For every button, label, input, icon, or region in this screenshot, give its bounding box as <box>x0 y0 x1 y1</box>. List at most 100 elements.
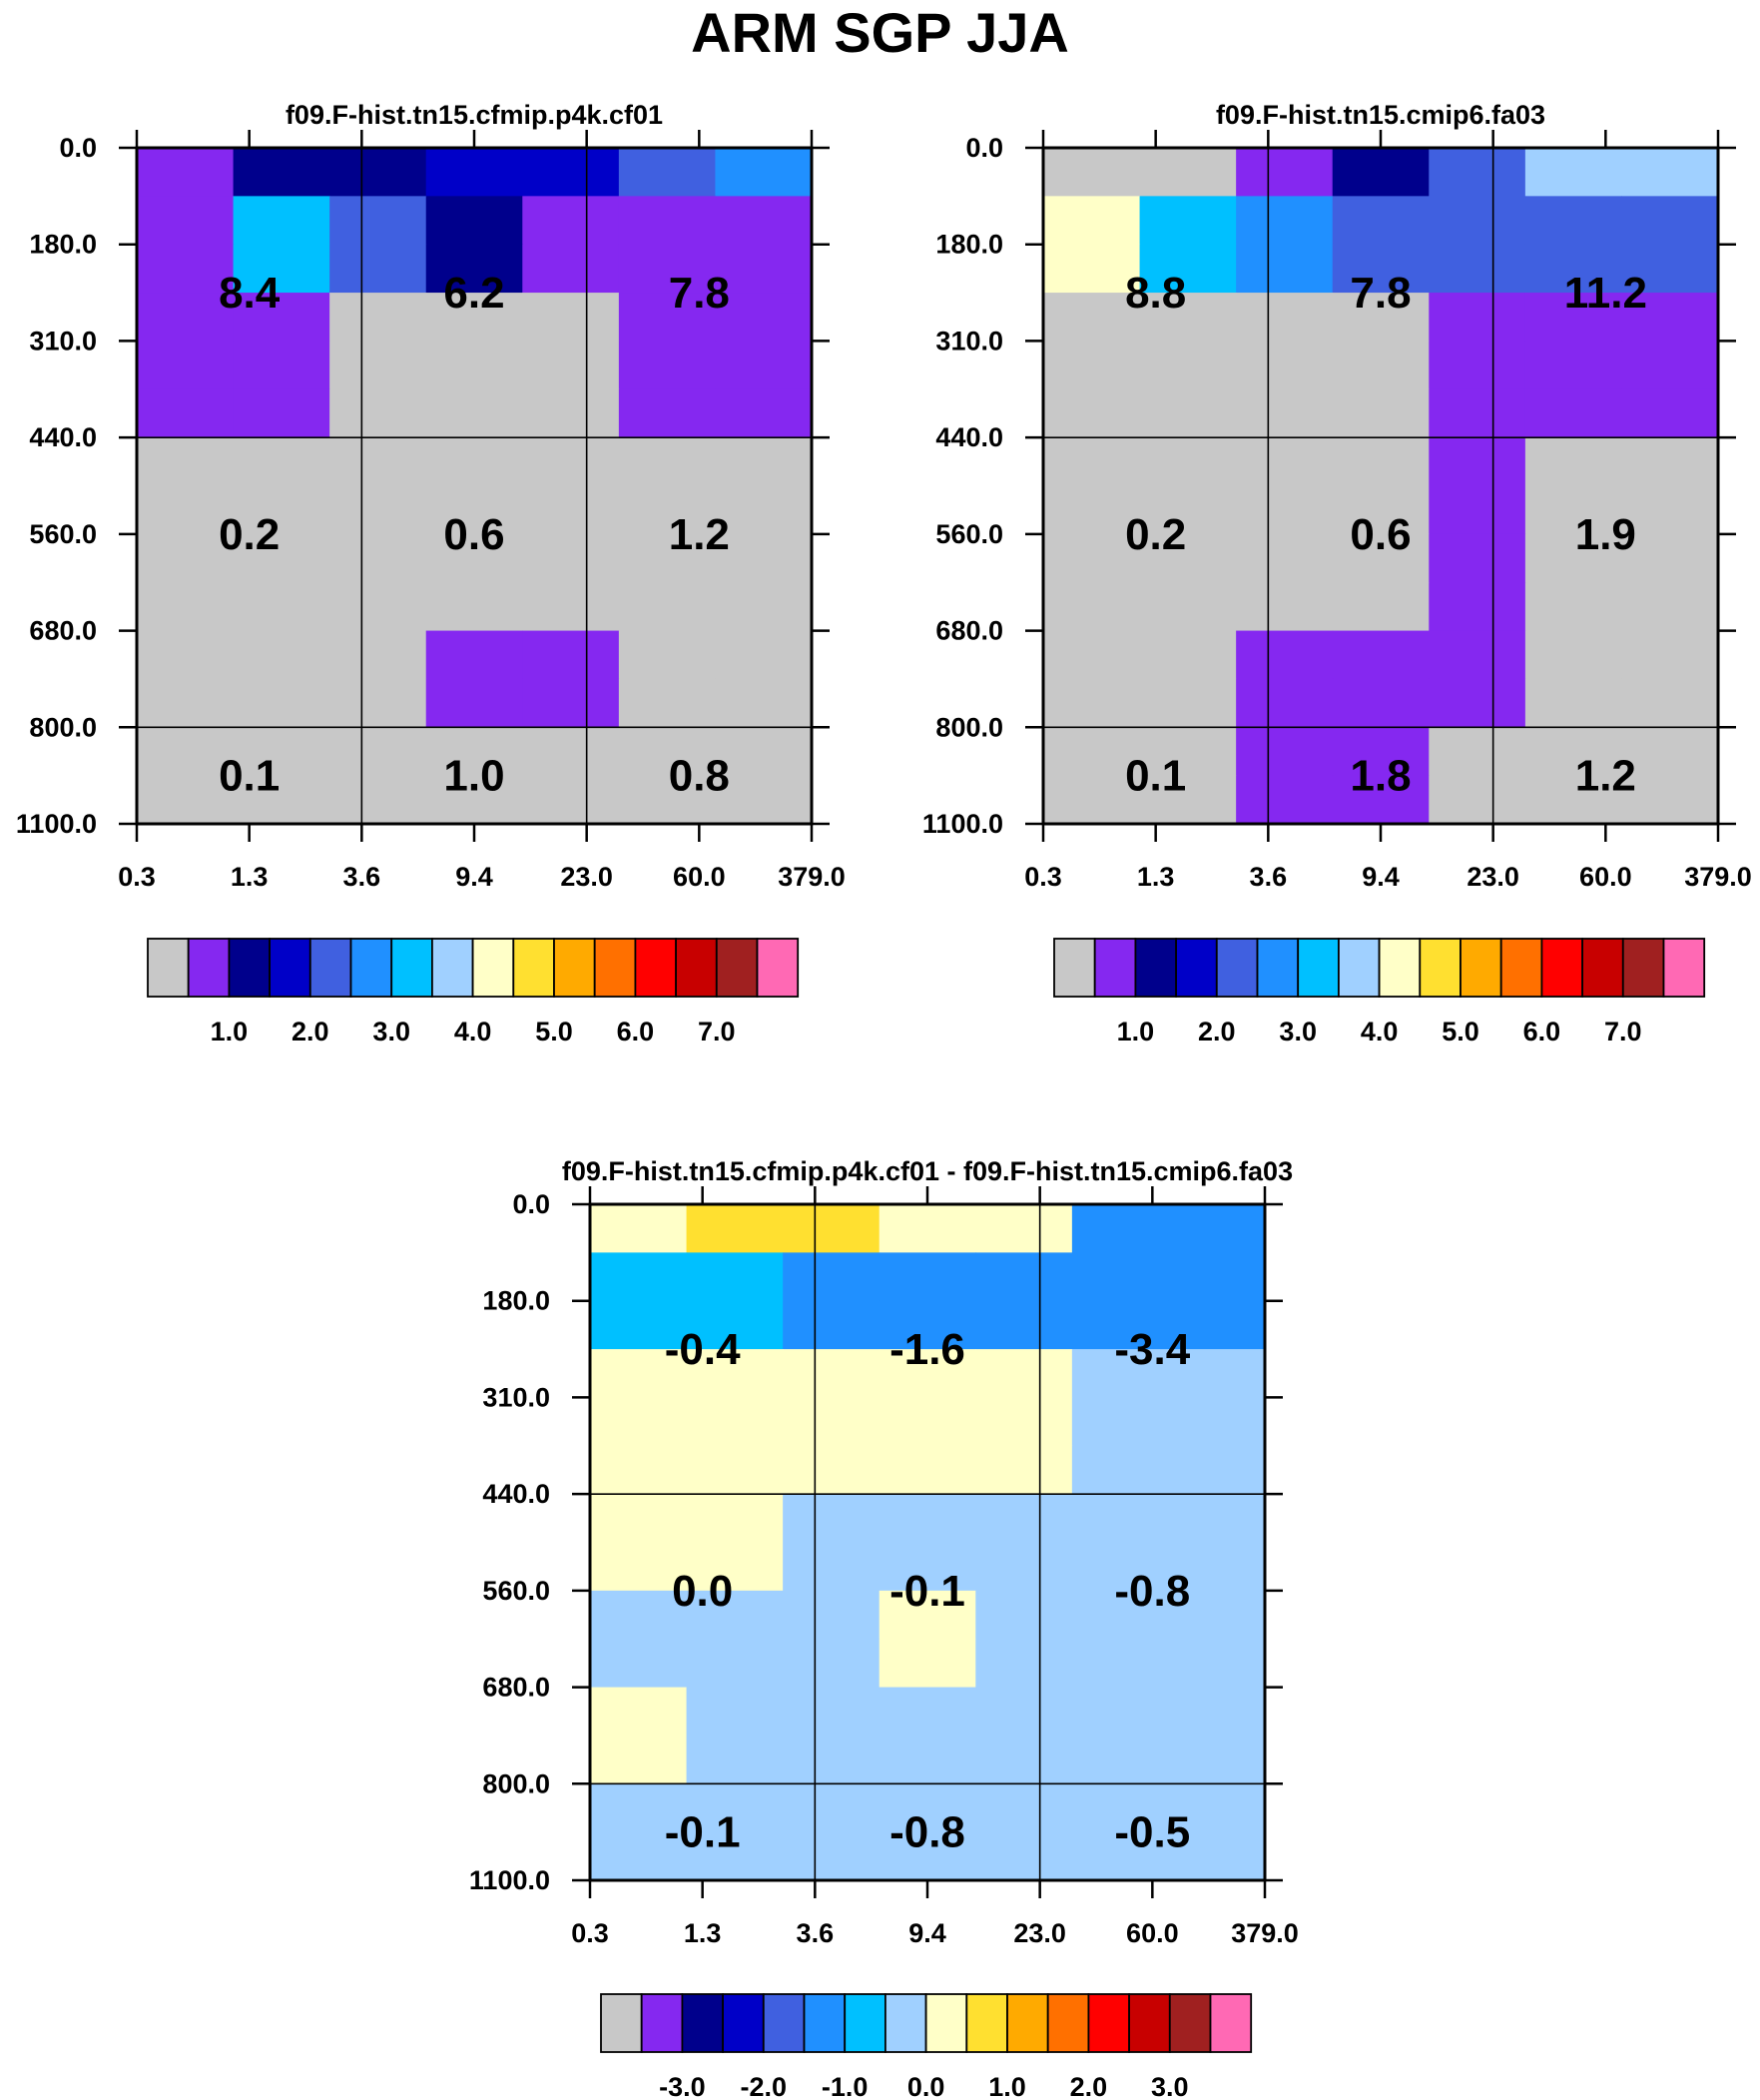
heatmap-cell <box>1621 775 1719 825</box>
x-tick-label: 379.0 <box>778 862 846 892</box>
heatmap-cell <box>879 1445 976 1495</box>
heatmap-cell <box>1236 341 1334 390</box>
heatmap-cell <box>425 678 523 728</box>
heatmap-cells <box>1043 148 1719 825</box>
heatmap-cell <box>1139 244 1237 294</box>
heatmap-cell <box>590 1590 688 1640</box>
heatmap-cell <box>1621 727 1719 777</box>
block-value: -0.5 <box>1114 1808 1190 1857</box>
colorbar-swatch <box>762 1993 806 2053</box>
colorbar-label: 7.0 <box>1604 1017 1642 1047</box>
heatmap-cell <box>1043 485 1141 535</box>
block-value: 1.2 <box>1575 752 1636 801</box>
heatmap-cell <box>975 1639 1073 1689</box>
block-value: 0.6 <box>1350 510 1411 559</box>
heatmap-cell <box>1139 437 1237 487</box>
heatmap-cell <box>1071 1300 1170 1350</box>
heatmap-cell <box>1332 582 1430 632</box>
heatmap-cell <box>715 437 813 487</box>
heatmap-cell <box>715 293 813 343</box>
heatmap-cell <box>686 1445 784 1495</box>
heatmap-cell <box>1621 533 1719 583</box>
panel-1: f09.F-hist.tn15.cfmip.p4k.cf01 0.3 1.3 3.6 9… <box>16 100 846 1047</box>
colorbar-swatch <box>715 938 759 998</box>
heatmap-cell <box>522 727 620 777</box>
colorbar-swatch <box>1093 938 1137 998</box>
heatmap-cell <box>1524 388 1623 438</box>
heatmap-cell <box>590 1735 688 1784</box>
heatmap-cell <box>1621 293 1719 343</box>
heatmap-cell <box>879 1300 976 1350</box>
colorbar-label: 5.0 <box>535 1017 573 1047</box>
heatmap-cell <box>1332 293 1430 343</box>
heatmap-cell <box>590 1639 688 1689</box>
heatmap-cell <box>975 1252 1073 1302</box>
heatmap-cell <box>522 388 620 438</box>
heatmap-cell <box>590 1542 688 1592</box>
colorbar-swatch <box>1662 938 1706 998</box>
colorbar-swatch <box>756 938 800 998</box>
heatmap-cell <box>715 148 813 197</box>
heatmap-cell <box>783 1783 880 1833</box>
colorbar-label: 6.0 <box>1523 1017 1561 1047</box>
heatmap-cell <box>522 196 620 246</box>
heatmap-cell <box>1236 533 1334 583</box>
block-value: 8.4 <box>219 269 281 318</box>
colorbar-label: 1.0 <box>211 1017 249 1047</box>
heatmap-cell <box>1043 678 1141 728</box>
heatmap-cell <box>1139 148 1237 197</box>
heatmap-cell <box>1071 1831 1170 1881</box>
colorbar-label: 3.0 <box>1279 1017 1317 1047</box>
heatmap-cell <box>1168 1204 1266 1253</box>
heatmap-cell <box>233 630 330 680</box>
heatmap-cell <box>1429 533 1526 583</box>
heatmap-cell <box>1524 775 1623 825</box>
block-value: 0.1 <box>1125 752 1186 801</box>
y-tick-label: 1100.0 <box>16 809 97 839</box>
y-tick-label: 180.0 <box>29 230 97 260</box>
colorbar-label: 0.0 <box>907 2072 945 2100</box>
block-value: 1.8 <box>1350 752 1411 801</box>
heatmap-cell <box>686 1590 784 1640</box>
panel-title: f09.F-hist.tn15.cfmip.p4k.cf01 <box>286 100 663 130</box>
panel-2: f09.F-hist.tn15.cmip6.fa03 0.3 1.3 3.6 9.4 23… <box>922 100 1752 1047</box>
heatmap-cell <box>879 1687 976 1737</box>
heatmap-cell <box>1236 775 1334 825</box>
x-tick-label: 3.6 <box>797 1918 835 1948</box>
heatmap-cell <box>783 1204 880 1253</box>
heatmap-cell <box>1139 196 1237 246</box>
heatmap-cell <box>783 1349 880 1399</box>
heatmap-cell <box>1524 630 1623 680</box>
colorbar-swatch <box>430 938 474 998</box>
heatmap-cell <box>879 1204 976 1253</box>
y-tick-label: 1100.0 <box>469 1865 550 1895</box>
heatmap-cell <box>879 1783 976 1833</box>
y-tick-label: 800.0 <box>482 1768 550 1798</box>
heatmap-cell <box>715 196 813 246</box>
heatmap-cell <box>425 727 523 777</box>
heatmap-cell <box>1071 1445 1170 1495</box>
heatmap-cell <box>329 244 427 294</box>
colorbar-swatch <box>187 938 231 998</box>
heatmap-cell <box>329 293 427 343</box>
colorbar-label: 1.0 <box>1117 1017 1155 1047</box>
heatmap-cell <box>715 678 813 728</box>
y-tick-label: 680.0 <box>29 616 97 646</box>
heatmap-cell <box>1043 244 1141 294</box>
heatmap-cell <box>1043 388 1141 438</box>
colorbar-label: 7.0 <box>698 1017 736 1047</box>
heatmap-cell <box>1429 244 1526 294</box>
heatmap-cell <box>879 1397 976 1447</box>
block-value: 8.8 <box>1125 269 1186 318</box>
main-title: ARM SGP JJA <box>691 1 1069 64</box>
block-value: 1.9 <box>1575 510 1636 559</box>
block-value: 0.1 <box>219 752 280 801</box>
heatmap-cell <box>618 630 717 680</box>
colorbar-swatch <box>269 938 311 998</box>
heatmap-cell <box>618 437 717 487</box>
heatmap-cell <box>1168 1494 1266 1544</box>
colorbar-swatch <box>965 1993 1008 2053</box>
heatmap-cell <box>686 1252 784 1302</box>
heatmap-cell <box>1524 196 1623 246</box>
heatmap-cell <box>1071 1397 1170 1447</box>
